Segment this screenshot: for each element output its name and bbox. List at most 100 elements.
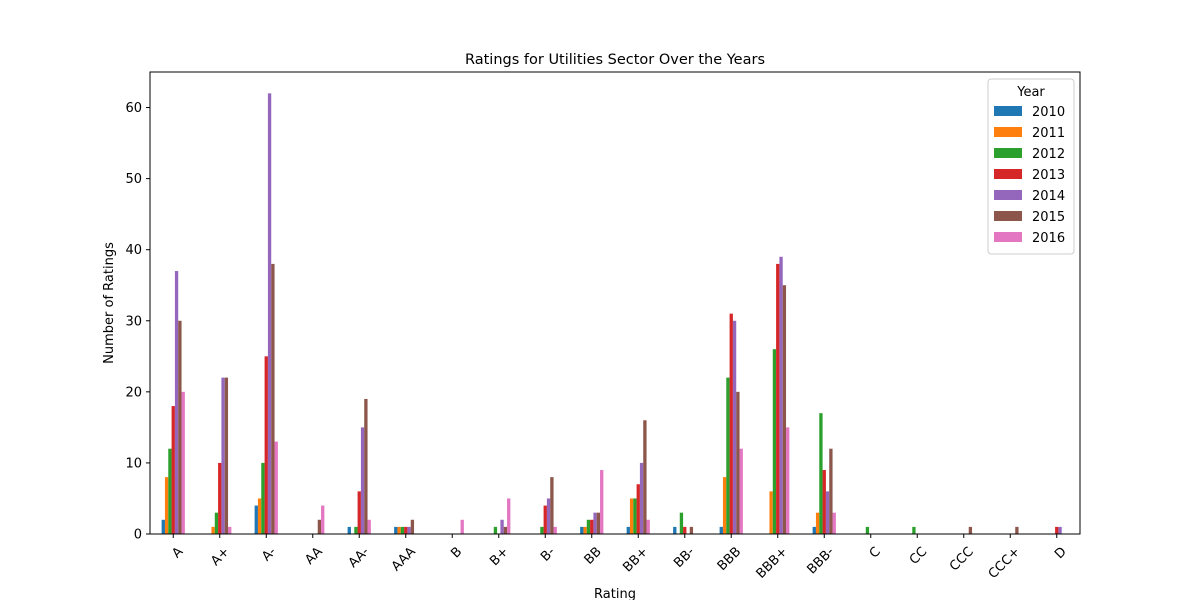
bar-2016-BB <box>600 470 604 534</box>
legend-label-2010: 2010 <box>1032 105 1065 120</box>
bar-2015-BBB <box>736 391 740 534</box>
bar-2013-BB+ <box>636 484 640 534</box>
legend-swatch-2013 <box>994 169 1022 179</box>
bar-2013-BB- <box>683 526 687 534</box>
bar-2015-CCC <box>968 526 973 534</box>
bar-2015-B+ <box>503 526 508 534</box>
y-tick-label: 0 <box>134 528 142 543</box>
bar-2015-B- <box>550 477 554 534</box>
bar-2011-A <box>164 477 169 534</box>
bar-2015-BB+ <box>643 420 647 534</box>
bar-2013-AAA <box>404 526 408 534</box>
bars-group <box>161 93 1062 535</box>
bar-2010-A- <box>254 505 258 534</box>
bar-2014-BBB <box>732 320 737 534</box>
bar-2011-BBB <box>722 477 727 534</box>
y-axis-label: Number of Ratings <box>102 242 117 364</box>
legend-frame <box>987 78 1075 255</box>
bar-2012-B+ <box>493 526 498 534</box>
bar-2012-A- <box>261 462 265 534</box>
bar-2016-B <box>460 519 464 534</box>
bar-2013-D <box>1055 526 1059 534</box>
bar-2014-B- <box>546 498 551 534</box>
bar-2012-BBB- <box>819 413 823 534</box>
bar-2015-AAA <box>410 519 415 534</box>
bar-2010-AAA <box>394 526 398 534</box>
x-axis-label: Rating <box>594 587 636 600</box>
bar-2016-B+ <box>507 498 511 534</box>
bar-2014-BBB+ <box>779 256 783 534</box>
bar-2014-AAA <box>407 526 411 534</box>
bar-2015-A <box>178 320 182 534</box>
bar-2013-A+ <box>218 462 222 534</box>
bar-2012-BB <box>586 519 591 534</box>
bar-2013-B- <box>543 505 547 534</box>
bar-2015-A- <box>271 263 275 534</box>
bar-2012-C <box>865 526 870 534</box>
y-tick-label: 20 <box>125 385 142 400</box>
legend-label-2014: 2014 <box>1032 189 1065 204</box>
bar-2012-A <box>168 448 172 534</box>
bar-2014-BB <box>593 512 597 534</box>
bar-2016-B- <box>553 526 557 534</box>
bar-2013-A- <box>264 356 268 534</box>
bar-2010-BBB- <box>812 526 816 534</box>
bar-2016-BBB <box>739 448 743 534</box>
bar-2014-BBB- <box>825 491 830 534</box>
bar-2015-BBB+ <box>782 285 787 534</box>
bar-2012-BB+ <box>633 498 637 534</box>
bar-2010-BB+ <box>626 526 630 534</box>
legend-swatch-2015 <box>994 211 1022 221</box>
bar-2016-A+ <box>228 526 232 534</box>
bar-2011-BBB+ <box>769 491 773 534</box>
legend-swatch-2011 <box>994 127 1022 137</box>
bar-2012-A+ <box>214 512 219 534</box>
legend-swatch-2010 <box>994 106 1022 116</box>
legend-label-2011: 2011 <box>1032 126 1065 141</box>
bar-2016-AA- <box>367 519 371 534</box>
bar-2010-BB <box>580 526 584 534</box>
bar-2010-A <box>161 519 165 534</box>
bar-2015-CCC+ <box>1015 526 1019 534</box>
legend-swatch-2014 <box>994 190 1022 200</box>
legend-label-2015: 2015 <box>1032 210 1065 225</box>
plot-frame <box>149 71 1081 535</box>
bar-2011-BBB- <box>815 512 820 534</box>
bar-2013-BB <box>590 519 594 534</box>
bar-2013-BBB <box>729 313 733 534</box>
bar-2013-A <box>171 406 175 534</box>
y-tick-label: 50 <box>125 172 142 187</box>
bar-2014-A <box>174 271 179 534</box>
bar-2015-BB- <box>689 526 694 534</box>
bar-2014-AA- <box>360 427 365 534</box>
bar-2012-AA- <box>354 526 358 534</box>
bar-2015-BB <box>596 512 601 534</box>
legend-label-2013: 2013 <box>1032 168 1065 183</box>
legend-title: Year <box>1016 85 1045 100</box>
legend: Year 2010 2011 2012 2013 2014 2015 2016 <box>987 78 1075 255</box>
bar-2014-D <box>1058 526 1062 534</box>
legend-label-2012: 2012 <box>1032 147 1065 162</box>
bar-2012-CC <box>912 526 916 534</box>
y-tick-label: 10 <box>125 456 142 471</box>
bar-2011-BB+ <box>629 498 634 534</box>
bar-2016-BBB+ <box>786 427 790 534</box>
bar-2014-A+ <box>221 377 225 534</box>
y-tick-label: 60 <box>125 101 142 116</box>
legend-swatch-2016 <box>994 232 1022 242</box>
bar-2013-BBB+ <box>776 263 780 534</box>
bar-2015-AA <box>317 519 322 534</box>
bar-2015-BBB- <box>829 448 833 534</box>
bar-2010-AA- <box>347 526 351 534</box>
bar-2014-A- <box>267 93 272 535</box>
bar-2011-BB <box>583 526 587 534</box>
bar-2016-AA <box>321 505 325 534</box>
bar-2011-AAA <box>397 526 401 534</box>
bar-2012-B- <box>540 526 544 534</box>
legend-swatch-2012 <box>994 148 1022 158</box>
bar-2010-BB- <box>673 526 677 534</box>
bar-2014-BB+ <box>639 462 644 534</box>
bar-2011-A+ <box>211 526 215 534</box>
